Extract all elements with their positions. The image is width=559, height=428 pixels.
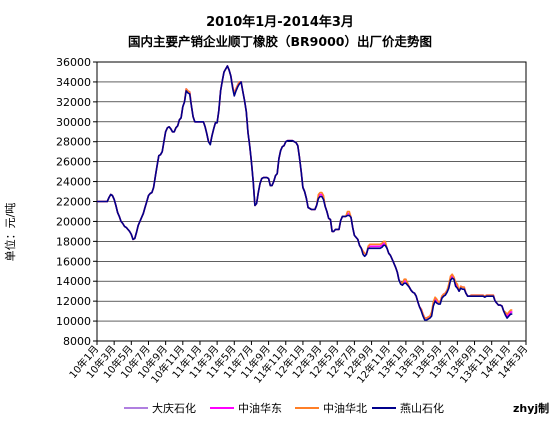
y-axis-ticks: 8000 10000 12000 14000 16000 18000 20000 22000 2… [56,56,97,348]
gridlines [96,61,527,342]
y-tick-label: 30000 [56,116,91,129]
y-tick-label: 24000 [56,176,91,189]
series-line [97,65,513,321]
chart-subtitle: 国内主要产销企业顺丁橡胶（BR9000）出厂价走势图 [128,34,432,49]
y-tick-label: 34000 [56,76,91,89]
x-axis-ticks: 10年1月10年3月10年5月10年7月10年9月10年11月11年1月11年3… [66,341,530,386]
y-tick-label: 18000 [56,235,91,248]
y-tick-label: 22000 [56,196,91,209]
y-tick-label: 12000 [56,295,91,308]
y-tick-label: 32000 [56,96,91,109]
y-axis-label: 单位：元/吨 [3,203,17,262]
watermark: zhyj制 [513,401,549,415]
legend-label: 中油华北 [323,401,367,415]
legend: 大庆石化 中油华东 中油华北 燕山石化 [124,401,444,415]
chart-title: 2010年1月-2014年3月 [206,14,354,30]
legend-label: 中油华东 [238,401,282,415]
legend-label: 大庆石化 [152,401,196,415]
y-tick-label: 14000 [56,275,91,288]
y-tick-label: 8000 [63,335,91,348]
y-tick-label: 10000 [56,315,91,328]
y-tick-label: 36000 [56,56,91,69]
series-lines [97,65,513,321]
y-tick-label: 16000 [56,255,91,268]
y-tick-label: 28000 [56,136,91,149]
y-tick-label: 26000 [56,156,91,169]
legend-label: 燕山石化 [400,401,444,415]
y-tick-label: 20000 [56,215,91,228]
